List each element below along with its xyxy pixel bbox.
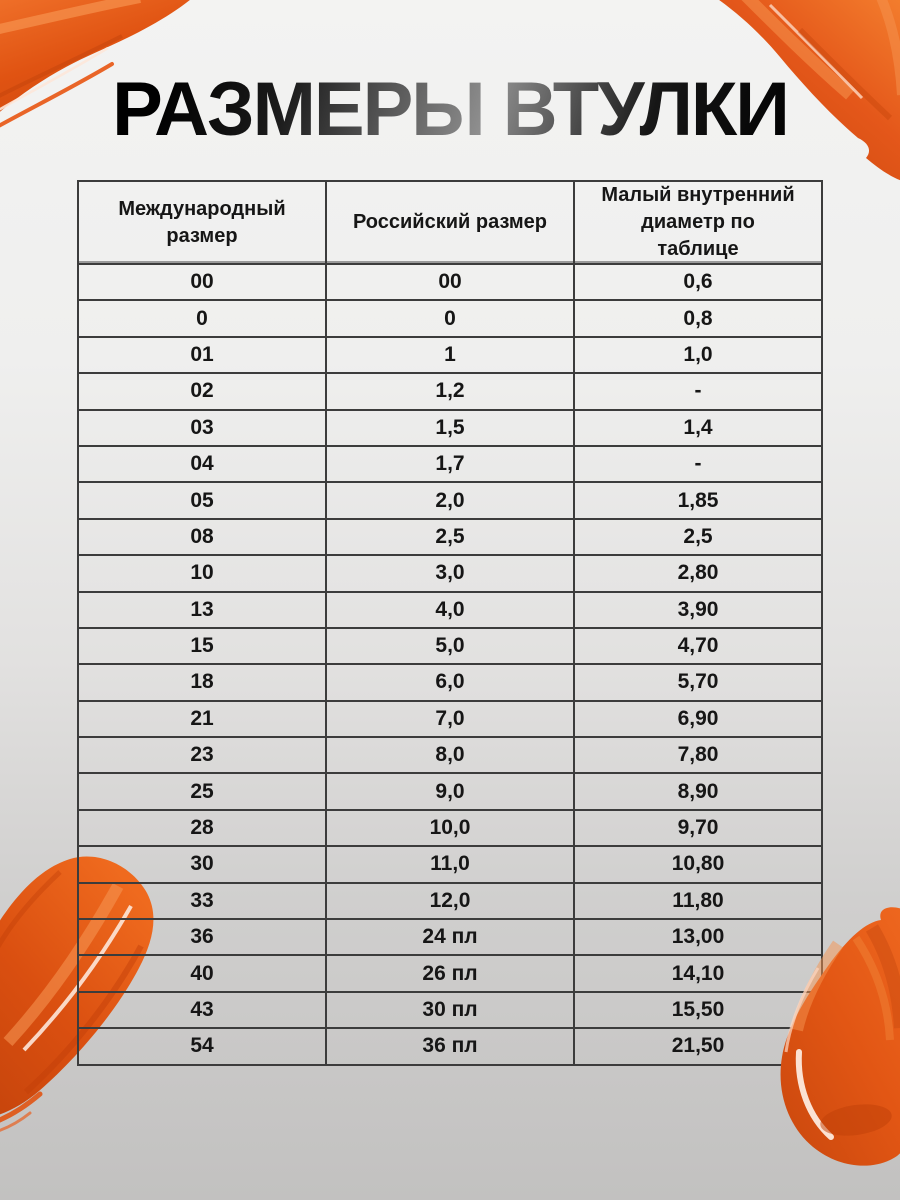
- table-row: 08 2,5 2,5: [77, 517, 823, 557]
- table-row: 21 7,0 6,90: [77, 699, 823, 739]
- table-cell: 01: [77, 335, 327, 375]
- table-cell: 11,0: [325, 845, 575, 884]
- table-cell: 5,0: [325, 626, 575, 666]
- table-cell: 21,50: [573, 1027, 823, 1066]
- table-cell: 36: [77, 918, 327, 957]
- table-cell: 7,80: [573, 736, 823, 775]
- table-cell: 9,70: [573, 808, 823, 848]
- table-row: 02 1,2-: [77, 372, 823, 411]
- table-cell: 10,80: [573, 845, 823, 884]
- page-title: РАЗМЕРЫ ВТУЛКИ: [0, 66, 900, 153]
- table-cell: 26 пл: [325, 954, 575, 993]
- header-row: Международный размер Российский размер М…: [77, 180, 823, 265]
- column-header-international-size: Международный размер: [77, 180, 327, 265]
- table-cell: 1,85: [573, 481, 823, 520]
- table-cell: 11,80: [573, 881, 823, 921]
- table-row: 33 12,0 11,80: [77, 881, 823, 921]
- table-cell: 43: [77, 990, 327, 1030]
- table-row: 18 6,0 5,70: [77, 663, 823, 702]
- table-cell: 33: [77, 881, 327, 921]
- table-row: 28 10,0 9,70: [77, 808, 823, 848]
- table-cell: 8,90: [573, 772, 823, 811]
- table-row: 36 24 пл 13,00: [77, 918, 823, 957]
- table-cell: 1,2: [325, 372, 575, 411]
- size-table-body: 00 00 0,6 0 0 0,8 01 1 1,0 02 1,2-03 1,5 1,4 04 1,7-05…: [77, 262, 823, 1066]
- table-cell: 0: [77, 299, 327, 338]
- table-cell: 13,00: [573, 918, 823, 957]
- table-cell: 1,4: [573, 408, 823, 447]
- table-cell: 02: [77, 372, 327, 411]
- table-cell: 0: [325, 299, 575, 338]
- table-cell: 12,0: [325, 881, 575, 921]
- table-cell: 13: [77, 590, 327, 629]
- table-row: 04 1,7-: [77, 444, 823, 484]
- table-cell: 08: [77, 517, 327, 557]
- table-row: 25 9,0 8,90: [77, 772, 823, 811]
- table-cell: 36 пл: [325, 1027, 575, 1066]
- table-row: 23 8,0 7,80: [77, 736, 823, 775]
- table-row: 01 1 1,0: [77, 335, 823, 375]
- table-cell: 30 пл: [325, 990, 575, 1030]
- table-row: 43 30 пл 15,50: [77, 990, 823, 1030]
- table-cell: 1,7: [325, 444, 575, 484]
- table-row: 54 36 пл 21,50: [77, 1027, 823, 1066]
- table-cell: 18: [77, 663, 327, 702]
- table-cell: 05: [77, 481, 327, 520]
- table-cell: 28: [77, 808, 327, 848]
- table-cell: 8,0: [325, 736, 575, 775]
- table-cell: 24 пл: [325, 918, 575, 957]
- table-cell: 4,70: [573, 626, 823, 666]
- table-row: 0 0 0,8: [77, 299, 823, 338]
- table-cell: 15: [77, 626, 327, 666]
- table-cell: 14,10: [573, 954, 823, 993]
- table-cell: 0,6: [573, 262, 823, 302]
- table-row: 30 11,0 10,80: [77, 845, 823, 884]
- table-cell: -: [573, 444, 823, 484]
- size-table-header: Международный размер Российский размер М…: [77, 180, 823, 265]
- table-cell: 00: [77, 262, 327, 302]
- column-header-russian-size: Российский размер: [325, 180, 575, 265]
- column-header-inner-diameter: Малый внутренний диаметр по таблице: [573, 180, 823, 265]
- table-cell: 9,0: [325, 772, 575, 811]
- table-cell: 6,90: [573, 699, 823, 739]
- table-cell: 6,0: [325, 663, 575, 702]
- table-cell: 2,5: [325, 517, 575, 557]
- table-cell: 7,0: [325, 699, 575, 739]
- size-table: Международный размер Российский размер М…: [77, 180, 823, 1066]
- table-row: 40 26 пл 14,10: [77, 954, 823, 993]
- table-cell: 03: [77, 408, 327, 447]
- table-cell: 0,8: [573, 299, 823, 338]
- table-cell: 3,90: [573, 590, 823, 629]
- table-cell: -: [573, 372, 823, 411]
- table-cell: 04: [77, 444, 327, 484]
- table-cell: 2,5: [573, 517, 823, 557]
- table-cell: 1,5: [325, 408, 575, 447]
- table-row: 05 2,0 1,85: [77, 481, 823, 520]
- table-row: 13 4,0 3,90: [77, 590, 823, 629]
- table-cell: 2,0: [325, 481, 575, 520]
- table-cell: 54: [77, 1027, 327, 1066]
- table-cell: 10: [77, 554, 327, 593]
- table-cell: 23: [77, 736, 327, 775]
- table-row: 00 00 0,6: [77, 262, 823, 302]
- table-cell: 15,50: [573, 990, 823, 1030]
- table-cell: 10,0: [325, 808, 575, 848]
- table-row: 10 3,0 2,80: [77, 554, 823, 593]
- table-cell: 3,0: [325, 554, 575, 593]
- table-cell: 1: [325, 335, 575, 375]
- table-cell: 00: [325, 262, 575, 302]
- table-cell: 30: [77, 845, 327, 884]
- table-cell: 2,80: [573, 554, 823, 593]
- table-cell: 40: [77, 954, 327, 993]
- table-row: 03 1,5 1,4: [77, 408, 823, 447]
- table-row: 15 5,0 4,70: [77, 626, 823, 666]
- table-cell: 1,0: [573, 335, 823, 375]
- table-cell: 4,0: [325, 590, 575, 629]
- table-cell: 21: [77, 699, 327, 739]
- table-cell: 25: [77, 772, 327, 811]
- table-cell: 5,70: [573, 663, 823, 702]
